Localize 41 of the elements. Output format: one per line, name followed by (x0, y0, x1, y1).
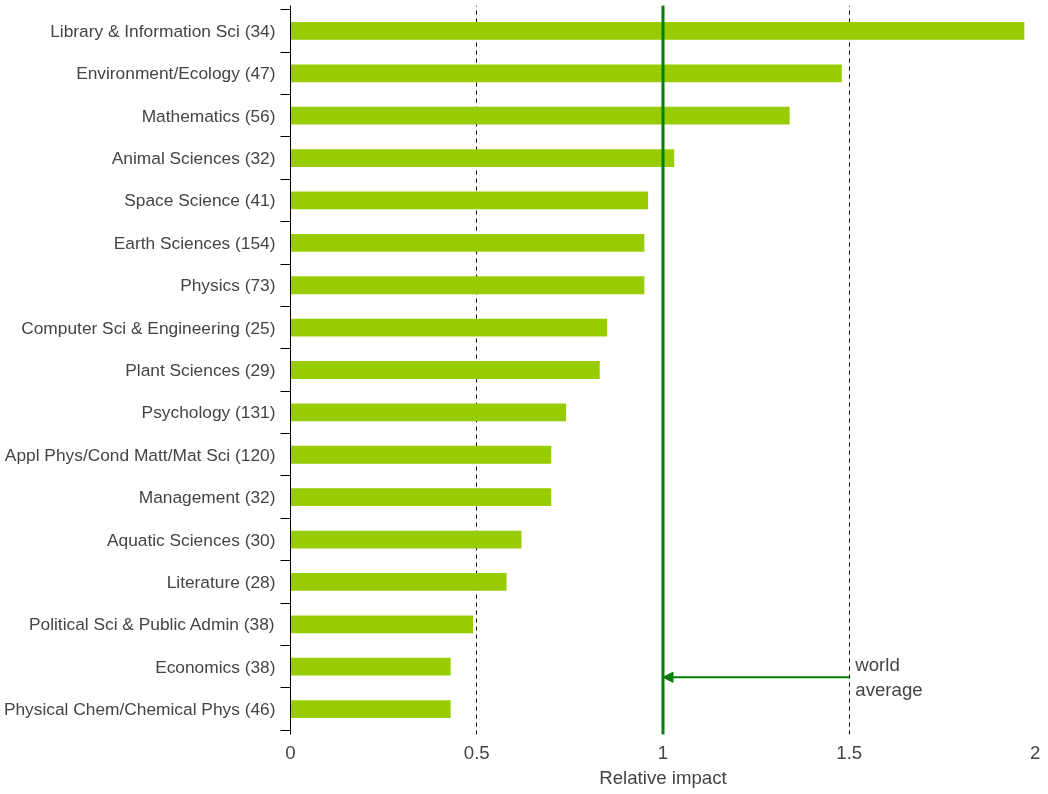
y-tick-label: Economics (38) (155, 656, 276, 677)
y-tick-label: Library & Information Sci (34) (50, 20, 276, 41)
bar (290, 403, 567, 422)
bar (290, 361, 600, 379)
y-tick-label: Political Sci & Public Admin (38) (28, 614, 275, 635)
bar (290, 22, 1025, 40)
y-tick-label: Aquatic Sciences (30) (106, 529, 276, 550)
bar (290, 445, 552, 464)
bar (290, 276, 645, 295)
bar (290, 700, 451, 718)
y-tick-label: Physics (73) (180, 275, 276, 296)
x-tick-label: 1.5 (836, 741, 863, 763)
y-tick-label: Management (32) (138, 487, 276, 508)
bar (290, 106, 790, 125)
y-tick-label: Environment/Ecology (47) (76, 63, 276, 84)
x-tick-label: 0 (285, 741, 296, 763)
bar (290, 318, 608, 337)
y-tick-label: Earth Sciences (154) (113, 232, 276, 253)
annotation: world average (854, 654, 923, 701)
bar (290, 488, 552, 507)
bar (290, 191, 649, 210)
bar (290, 64, 842, 83)
y-tick-label: Literature (28) (166, 571, 276, 592)
y-tick-label: Appl Phys/Cond Matt/Mat Sci (120) (4, 444, 276, 465)
bar (290, 657, 451, 676)
x-tick-label: 2 (1030, 741, 1041, 763)
bar (290, 149, 675, 167)
y-tick-label: Plant Sciences (29) (125, 360, 276, 380)
bar (290, 233, 645, 252)
y-tick-label: Mathematics (56) (141, 105, 276, 126)
y-tick-label: Psychology (131) (141, 402, 276, 423)
x-tick-label: 1 (657, 741, 669, 763)
x-tick-label: 0.5 (463, 741, 490, 763)
bar (290, 615, 474, 634)
y-tick-label: Animal Sciences (32) (111, 148, 276, 169)
bar (290, 530, 522, 549)
x-axis-title: Relative impact (599, 766, 728, 788)
y-tick-label: Computer Sci & Engineering (25) (21, 317, 276, 338)
bar (290, 573, 507, 591)
y-tick-label: Space Science (41) (124, 190, 276, 211)
y-tick-label: Physical Chem/Chemical Phys (46) (3, 699, 276, 720)
